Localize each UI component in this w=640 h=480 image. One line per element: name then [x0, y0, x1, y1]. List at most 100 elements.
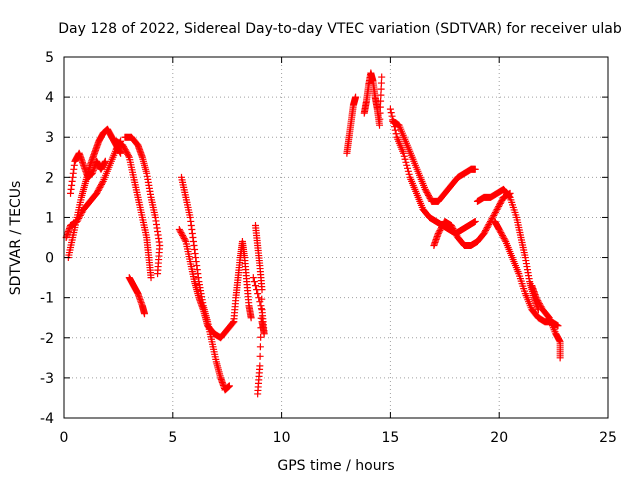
- data-point: [101, 157, 109, 165]
- data-point: [376, 121, 384, 129]
- data-point: [119, 141, 127, 149]
- series-arc-m: [360, 69, 386, 129]
- data-point: [436, 226, 444, 234]
- data-point: [448, 223, 456, 231]
- series-arc-o: [389, 117, 479, 205]
- data-point: [124, 150, 132, 158]
- data-point: [500, 235, 508, 243]
- x-tick-label: 5: [168, 430, 177, 446]
- data-point: [377, 91, 385, 99]
- data-point: [556, 354, 564, 362]
- data-point: [450, 226, 458, 234]
- data-point: [147, 274, 155, 282]
- data-point: [501, 236, 509, 244]
- x-tick-label: 20: [490, 430, 508, 446]
- data-point: [73, 217, 81, 225]
- series-arc-d: [112, 137, 155, 282]
- data-point: [181, 236, 189, 244]
- data-point: [387, 109, 395, 117]
- data-point: [447, 221, 455, 229]
- x-tick-label: 15: [381, 430, 399, 446]
- data-point: [404, 167, 412, 175]
- data-point: [176, 227, 184, 235]
- data-point: [536, 301, 544, 309]
- data-point: [400, 152, 408, 160]
- data-point: [403, 161, 411, 169]
- data-point: [94, 186, 102, 194]
- data-point: [498, 196, 506, 204]
- data-point: [495, 202, 503, 210]
- data-point: [423, 188, 431, 196]
- data-point: [376, 109, 384, 117]
- data-point: [451, 227, 459, 235]
- data-point: [120, 143, 128, 151]
- data-point: [421, 185, 429, 193]
- data-point: [352, 93, 360, 101]
- data-point: [76, 211, 84, 219]
- plot-frame: [63, 56, 609, 419]
- data-point: [480, 229, 488, 237]
- data-point: [533, 295, 541, 303]
- series-arc-r: [491, 217, 562, 330]
- data-point: [179, 233, 187, 241]
- data-point: [497, 198, 505, 206]
- x-tick-label: 10: [273, 430, 291, 446]
- data-point: [535, 300, 543, 308]
- data-point: [405, 170, 413, 178]
- data-point: [122, 147, 130, 155]
- data-point: [124, 152, 132, 160]
- data-point: [498, 230, 506, 238]
- data-point: [451, 229, 459, 237]
- data-point: [77, 210, 85, 218]
- data-point: [76, 213, 84, 221]
- data-point: [93, 189, 101, 197]
- y-tick-label: -4: [40, 411, 54, 427]
- data-point: [487, 216, 495, 224]
- data-point: [496, 199, 504, 207]
- data-point: [258, 306, 266, 314]
- series-arc-c: [62, 137, 125, 241]
- data-point: [376, 115, 384, 123]
- series-arc-s: [528, 282, 564, 362]
- chart-title: Day 128 of 2022, Sidereal Day-to-day VTE…: [58, 21, 622, 37]
- data-point: [154, 270, 162, 278]
- data-point: [256, 343, 264, 351]
- series-arc-l: [343, 93, 360, 157]
- data-point: [493, 205, 501, 213]
- x-axis-title: GPS time / hours: [277, 458, 394, 474]
- data-point: [255, 294, 263, 302]
- x-tick-label: 0: [60, 430, 69, 446]
- data-point: [505, 192, 513, 200]
- axis-ticks: 0 5 10 15 20 25 -4 -3 -2 -1 0 1 2 3 4 5: [40, 50, 617, 446]
- data-point: [254, 290, 262, 298]
- data-point: [249, 274, 257, 282]
- data-point: [471, 217, 479, 225]
- data-point: [437, 225, 445, 233]
- data-point: [497, 228, 505, 236]
- y-tick-label: -1: [40, 291, 54, 307]
- data-point: [376, 103, 384, 111]
- data-point: [253, 286, 261, 294]
- data-point: [123, 149, 131, 157]
- data-point: [535, 298, 543, 306]
- data-point: [251, 282, 259, 290]
- data-point: [424, 190, 432, 198]
- data-point: [175, 225, 183, 233]
- data-point: [482, 225, 490, 233]
- data-point: [422, 187, 430, 195]
- series-arc-h: [175, 225, 238, 342]
- data-point: [391, 126, 399, 134]
- data-point: [484, 222, 492, 230]
- y-tick-label: -3: [40, 371, 54, 387]
- data-point: [121, 146, 129, 154]
- data-point: [386, 105, 394, 113]
- data-point: [74, 216, 82, 224]
- y-tick-label: 2: [45, 170, 54, 186]
- data-point: [489, 213, 497, 221]
- data-point: [424, 191, 432, 199]
- data-point: [482, 226, 490, 234]
- data-point: [97, 182, 105, 190]
- data-point: [495, 225, 503, 233]
- data-point: [534, 297, 542, 305]
- series-arc-j: [251, 221, 266, 398]
